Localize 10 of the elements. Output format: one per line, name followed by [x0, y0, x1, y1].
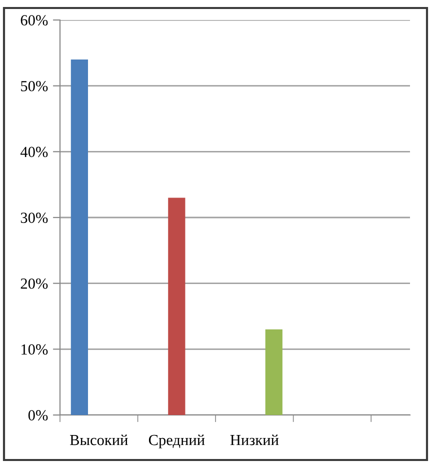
y-tick-label: 10% [22, 344, 48, 355]
x-tick-label: Средний [148, 434, 205, 448]
y-tick-label: 50% [21, 80, 48, 92]
y-tick-label: 30% [20, 212, 48, 223]
y-tick-label: 60% [20, 15, 48, 26]
y-tick-label: 0% [28, 410, 48, 420]
x-tick-label: Низкий [230, 434, 279, 446]
x-tick-label: Высокий [70, 434, 128, 446]
y-tick-label: 20% [20, 278, 48, 289]
y-tick-label: 40% [20, 146, 48, 158]
